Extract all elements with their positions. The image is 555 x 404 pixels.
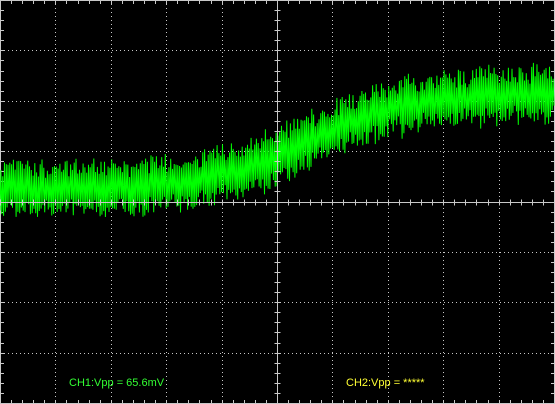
ch1-vpp-readout: CH1:Vpp = 65.6mV — [69, 377, 165, 389]
ch2-vpp-readout: CH2:Vpp = ***** — [346, 377, 425, 389]
